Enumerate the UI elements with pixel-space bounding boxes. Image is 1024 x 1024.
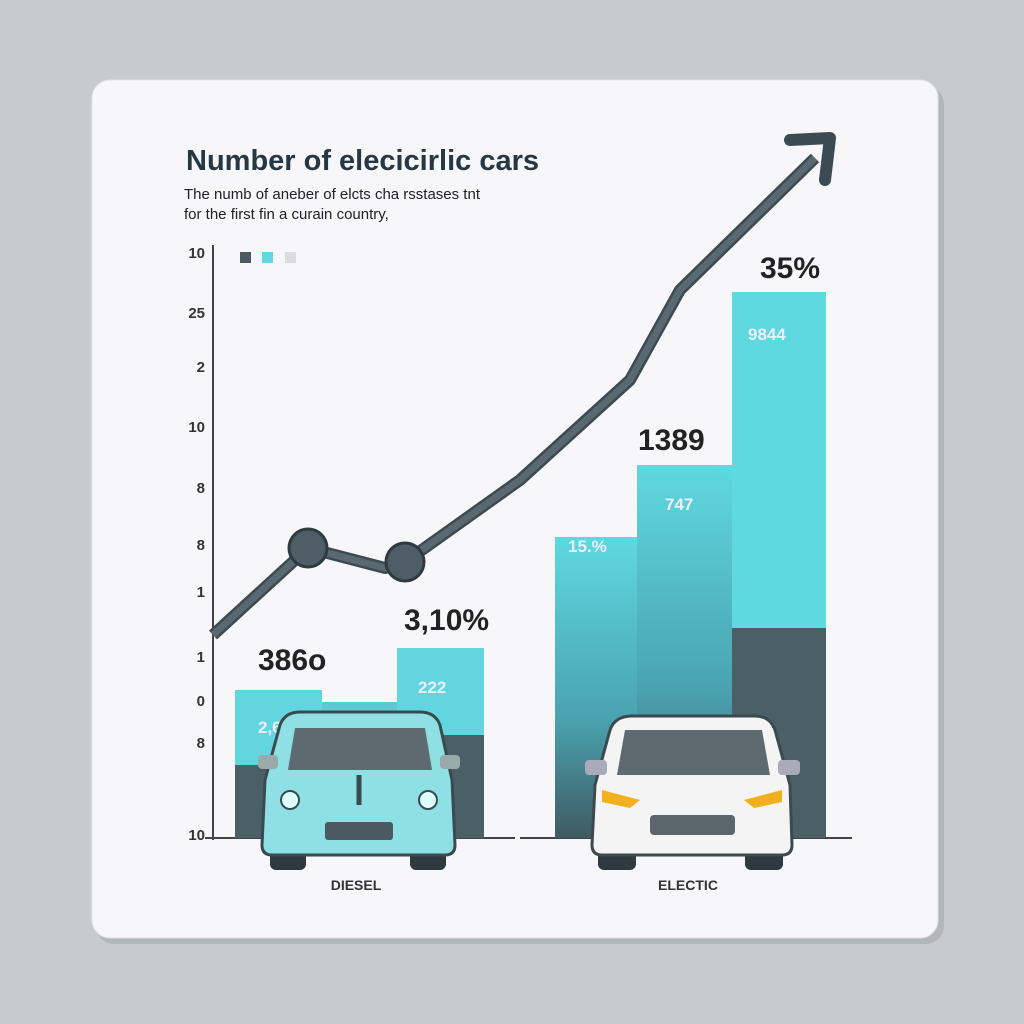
bar-label: 15.% (568, 537, 607, 556)
y-axis-label: 2 (197, 359, 205, 376)
bar-label: 3,10% (404, 604, 489, 637)
bar-label: 1389 (638, 424, 705, 457)
bar-label: 386o (258, 644, 326, 677)
y-axis-label: 25 (188, 305, 205, 322)
subtitle: The numb of aneber of elcts cha rsstases… (184, 186, 481, 203)
legend-swatch (285, 252, 296, 263)
line-marker (287, 527, 329, 569)
legend-swatch (262, 252, 273, 263)
legend-swatch (240, 252, 251, 263)
diesel-car (258, 710, 460, 870)
y-axis-label: 10 (188, 419, 205, 436)
y-axis-label: 8 (197, 537, 205, 554)
category-label: ELECTIC (658, 877, 718, 893)
y-axis-label: 1 (197, 584, 205, 601)
bar-label: 9844 (748, 325, 786, 344)
y-axis-label: 8 (197, 735, 205, 752)
bar-label: 222 (418, 678, 446, 697)
arrow-head (784, 132, 836, 186)
bar-label: 747 (665, 495, 693, 514)
line-marker (384, 541, 426, 583)
y-axis-label: 1 (197, 649, 205, 666)
category-label: DIESEL (331, 877, 382, 893)
subtitle: for the first fin a curain country, (184, 206, 389, 223)
y-axis-label: 8 (197, 480, 205, 497)
y-axis-label: 10 (188, 245, 205, 262)
y-axis-label: 10 (188, 827, 205, 844)
y-axis-label: 0 (197, 693, 205, 710)
bar-label: 35% (760, 252, 820, 285)
electric-car (585, 714, 800, 870)
title: Number of elecicirlic cars (186, 145, 539, 177)
